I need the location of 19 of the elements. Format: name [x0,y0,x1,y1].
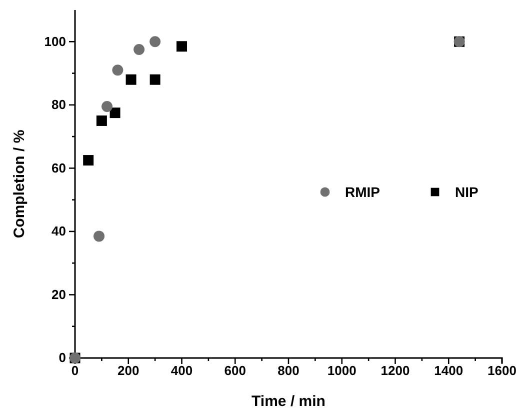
y-tick-label: 20 [52,286,66,302]
legend-label: NIP [455,184,478,200]
x-tick-label: 1200 [380,363,410,378]
x-tick-label: 1000 [327,363,356,378]
y-tick-label: 80 [52,97,66,112]
y-tick-label: 40 [52,224,66,239]
x-tick-label: 1400 [434,363,464,378]
legend-label: RMIP [345,184,380,200]
x-tick-label: 200 [118,363,140,378]
y-tick-label: 60 [52,160,66,176]
y-axis-title: Completion / % [11,130,28,238]
x-tick-label: 1600 [488,363,516,378]
y-tick-label: 100 [44,34,66,49]
x-axis-title: Time / min [252,393,326,410]
x-tick-label: 0 [71,363,79,378]
x-tick-label: 800 [278,363,300,378]
x-tick-label: 600 [224,363,246,378]
y-tick-label: 0 [58,350,66,366]
x-tick-label: 400 [170,363,193,378]
